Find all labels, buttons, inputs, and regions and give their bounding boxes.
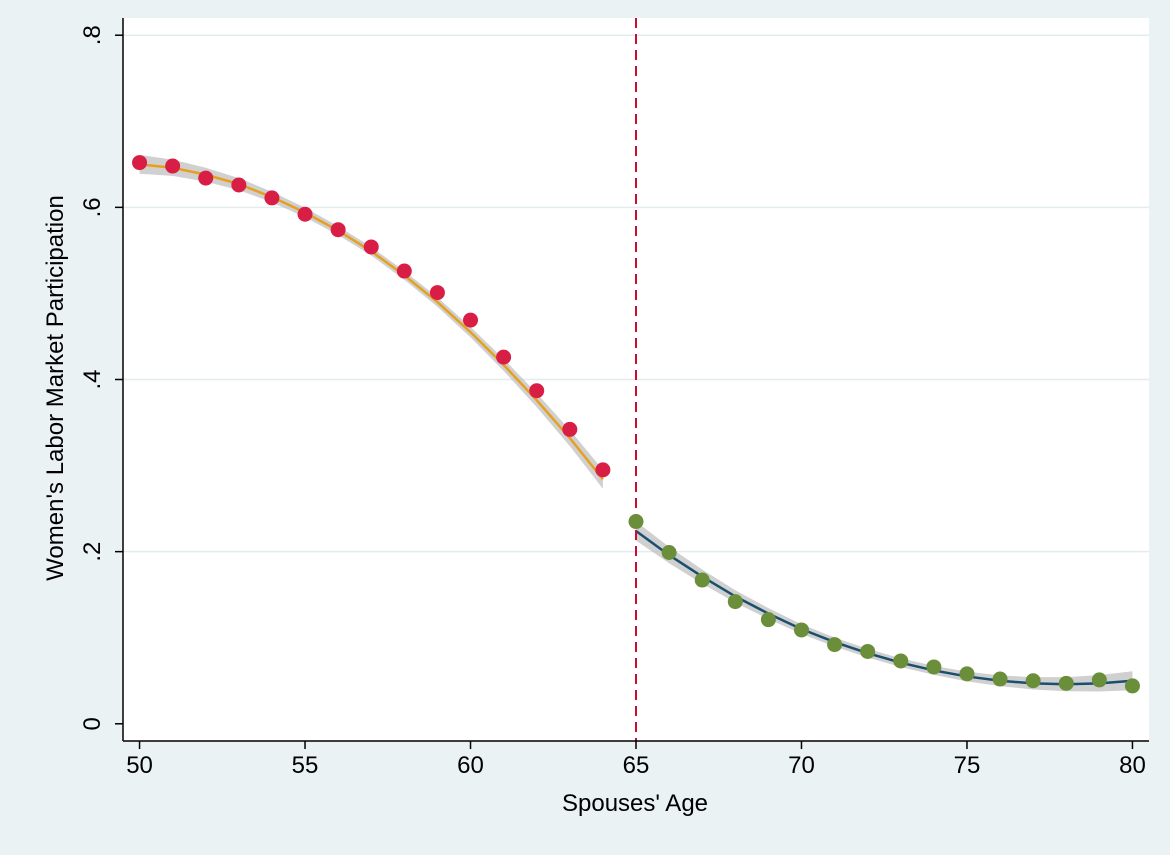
x-tick-label: 70 [788, 752, 815, 779]
data-point [429, 285, 445, 301]
data-point [628, 514, 644, 530]
data-point [1025, 673, 1041, 689]
data-point [1091, 672, 1107, 688]
data-point [496, 349, 512, 365]
data-point [860, 643, 876, 659]
y-tick-label: .2 [79, 542, 106, 562]
data-point [694, 572, 710, 588]
data-point [562, 421, 578, 437]
data-point [297, 206, 313, 222]
data-point [661, 545, 677, 561]
data-point [396, 263, 412, 279]
x-tick-label: 65 [623, 752, 650, 779]
data-point [132, 155, 148, 171]
fit-line [635, 529, 1133, 686]
axes: 0 .2 .4 .6 .8 50 55 60 65 70 75 80 [79, 18, 1149, 779]
data-point [760, 612, 776, 628]
y-tick-label: .8 [79, 25, 106, 45]
data-point [165, 158, 181, 174]
data-point [1124, 678, 1140, 694]
data-point [793, 622, 809, 638]
data-point [727, 594, 743, 610]
data-point [463, 312, 479, 328]
x-tick-label: 55 [292, 752, 319, 779]
data-point [1058, 675, 1074, 691]
x-tick-label: 75 [954, 752, 981, 779]
data-point [926, 659, 942, 675]
data-point [529, 383, 545, 399]
y-tick-label: 0 [79, 717, 106, 730]
x-tick-label: 60 [457, 752, 484, 779]
data-point [827, 637, 843, 653]
data-point [264, 190, 280, 206]
x-tick-label: 50 [126, 752, 153, 779]
x-tick-label: 80 [1119, 752, 1146, 779]
data-point [363, 239, 379, 255]
y-axis-label: Women's Labor Market Participation [42, 195, 69, 581]
data-point [992, 671, 1008, 687]
data-points [132, 155, 1140, 694]
y-tick-label: .4 [79, 369, 106, 389]
data-point [198, 170, 214, 186]
x-axis-label: Spouses' Age [562, 790, 708, 817]
data-point [330, 222, 346, 238]
data-point [959, 666, 975, 682]
y-tick-label: .6 [79, 197, 106, 217]
data-point [893, 653, 909, 669]
data-point [595, 462, 611, 478]
data-point [231, 177, 247, 193]
